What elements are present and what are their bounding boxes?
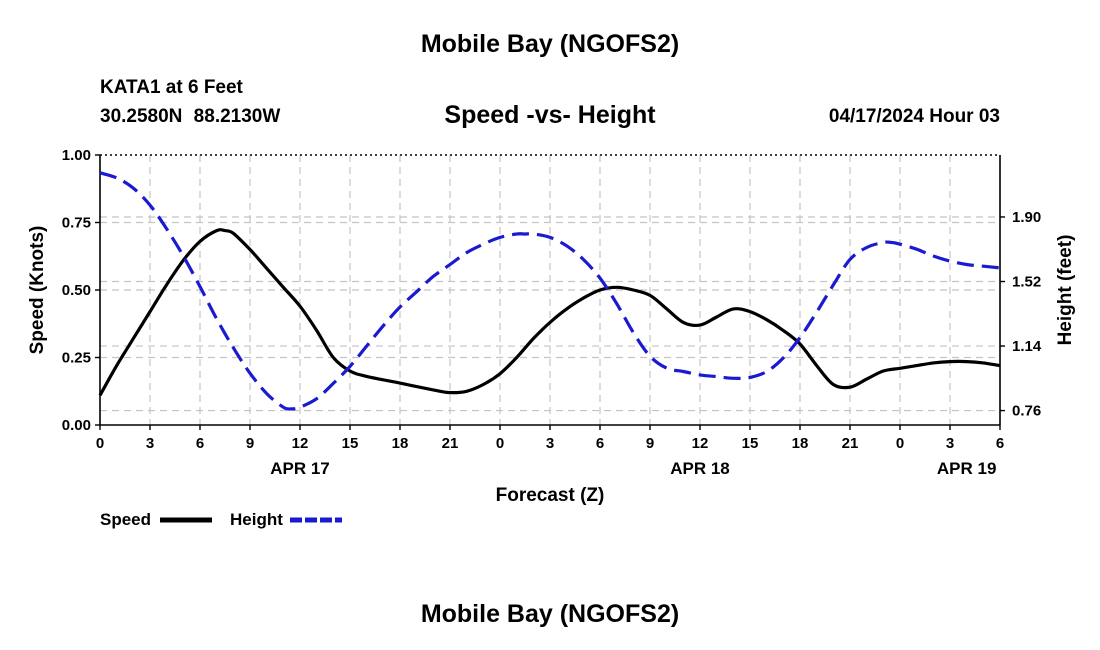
station-name: KATA1 at 6 Feet [100,77,243,98]
date-label: APR 19 [937,459,997,478]
footer-title: Mobile Bay (NGOFS2) [420,600,680,628]
y2-axis-title: Height (feet) [1055,235,1076,346]
x-tick-label: 15 [342,435,359,452]
y-tick-label: 0.75 [62,215,91,232]
page-title: Mobile Bay (NGOFS2) [420,30,680,58]
legend-label-height: Height [230,510,283,529]
y2-tick-label: 0.76 [1012,403,1041,420]
station-coordinates: 30.2580N 88.2130W [100,106,281,127]
y2-tick-label: 1.52 [1012,274,1041,291]
legend-label-speed: Speed [100,510,151,529]
height-series-line [99,171,1001,411]
y-tick-label: 1.00 [62,147,91,164]
y-tick-label: 0.25 [62,350,91,367]
x-tick-label: 9 [646,435,654,452]
forecast-datetime: 04/17/2024 Hour 03 [828,106,1000,127]
y2-tick-label: 1.14 [1012,338,1042,355]
y-tick-label: 0.00 [62,417,91,434]
x-tick-label: 12 [292,435,309,452]
x-tick-label: 21 [842,435,859,452]
y-axis-title: Speed (Knots) [27,226,48,355]
x-tick-label: 15 [742,435,759,452]
x-tick-label: 0 [896,435,904,452]
x-tick-label: 12 [692,435,709,452]
x-tick-label: 9 [246,435,254,452]
x-tick-label: 6 [596,435,604,452]
x-tick-label: 21 [442,435,459,452]
speed-series-line [98,228,1001,397]
date-label: APR 17 [270,459,330,478]
y2-tick-label: 1.90 [1012,209,1041,226]
x-tick-label: 6 [196,435,204,452]
x-tick-label: 0 [496,435,504,452]
x-tick-label: 3 [546,435,554,452]
x-tick-label: 3 [146,435,154,452]
x-axis-title: Forecast (Z) [496,485,605,506]
x-tick-label: 18 [792,435,809,452]
x-tick-label: 0 [96,435,104,452]
x-tick-label: 3 [946,435,954,452]
y-tick-label: 0.50 [62,282,91,299]
chart-title: Speed -vs- Height [444,101,656,129]
x-tick-label: 6 [996,435,1004,452]
date-label: APR 18 [670,459,730,478]
x-tick-label: 18 [392,435,409,452]
